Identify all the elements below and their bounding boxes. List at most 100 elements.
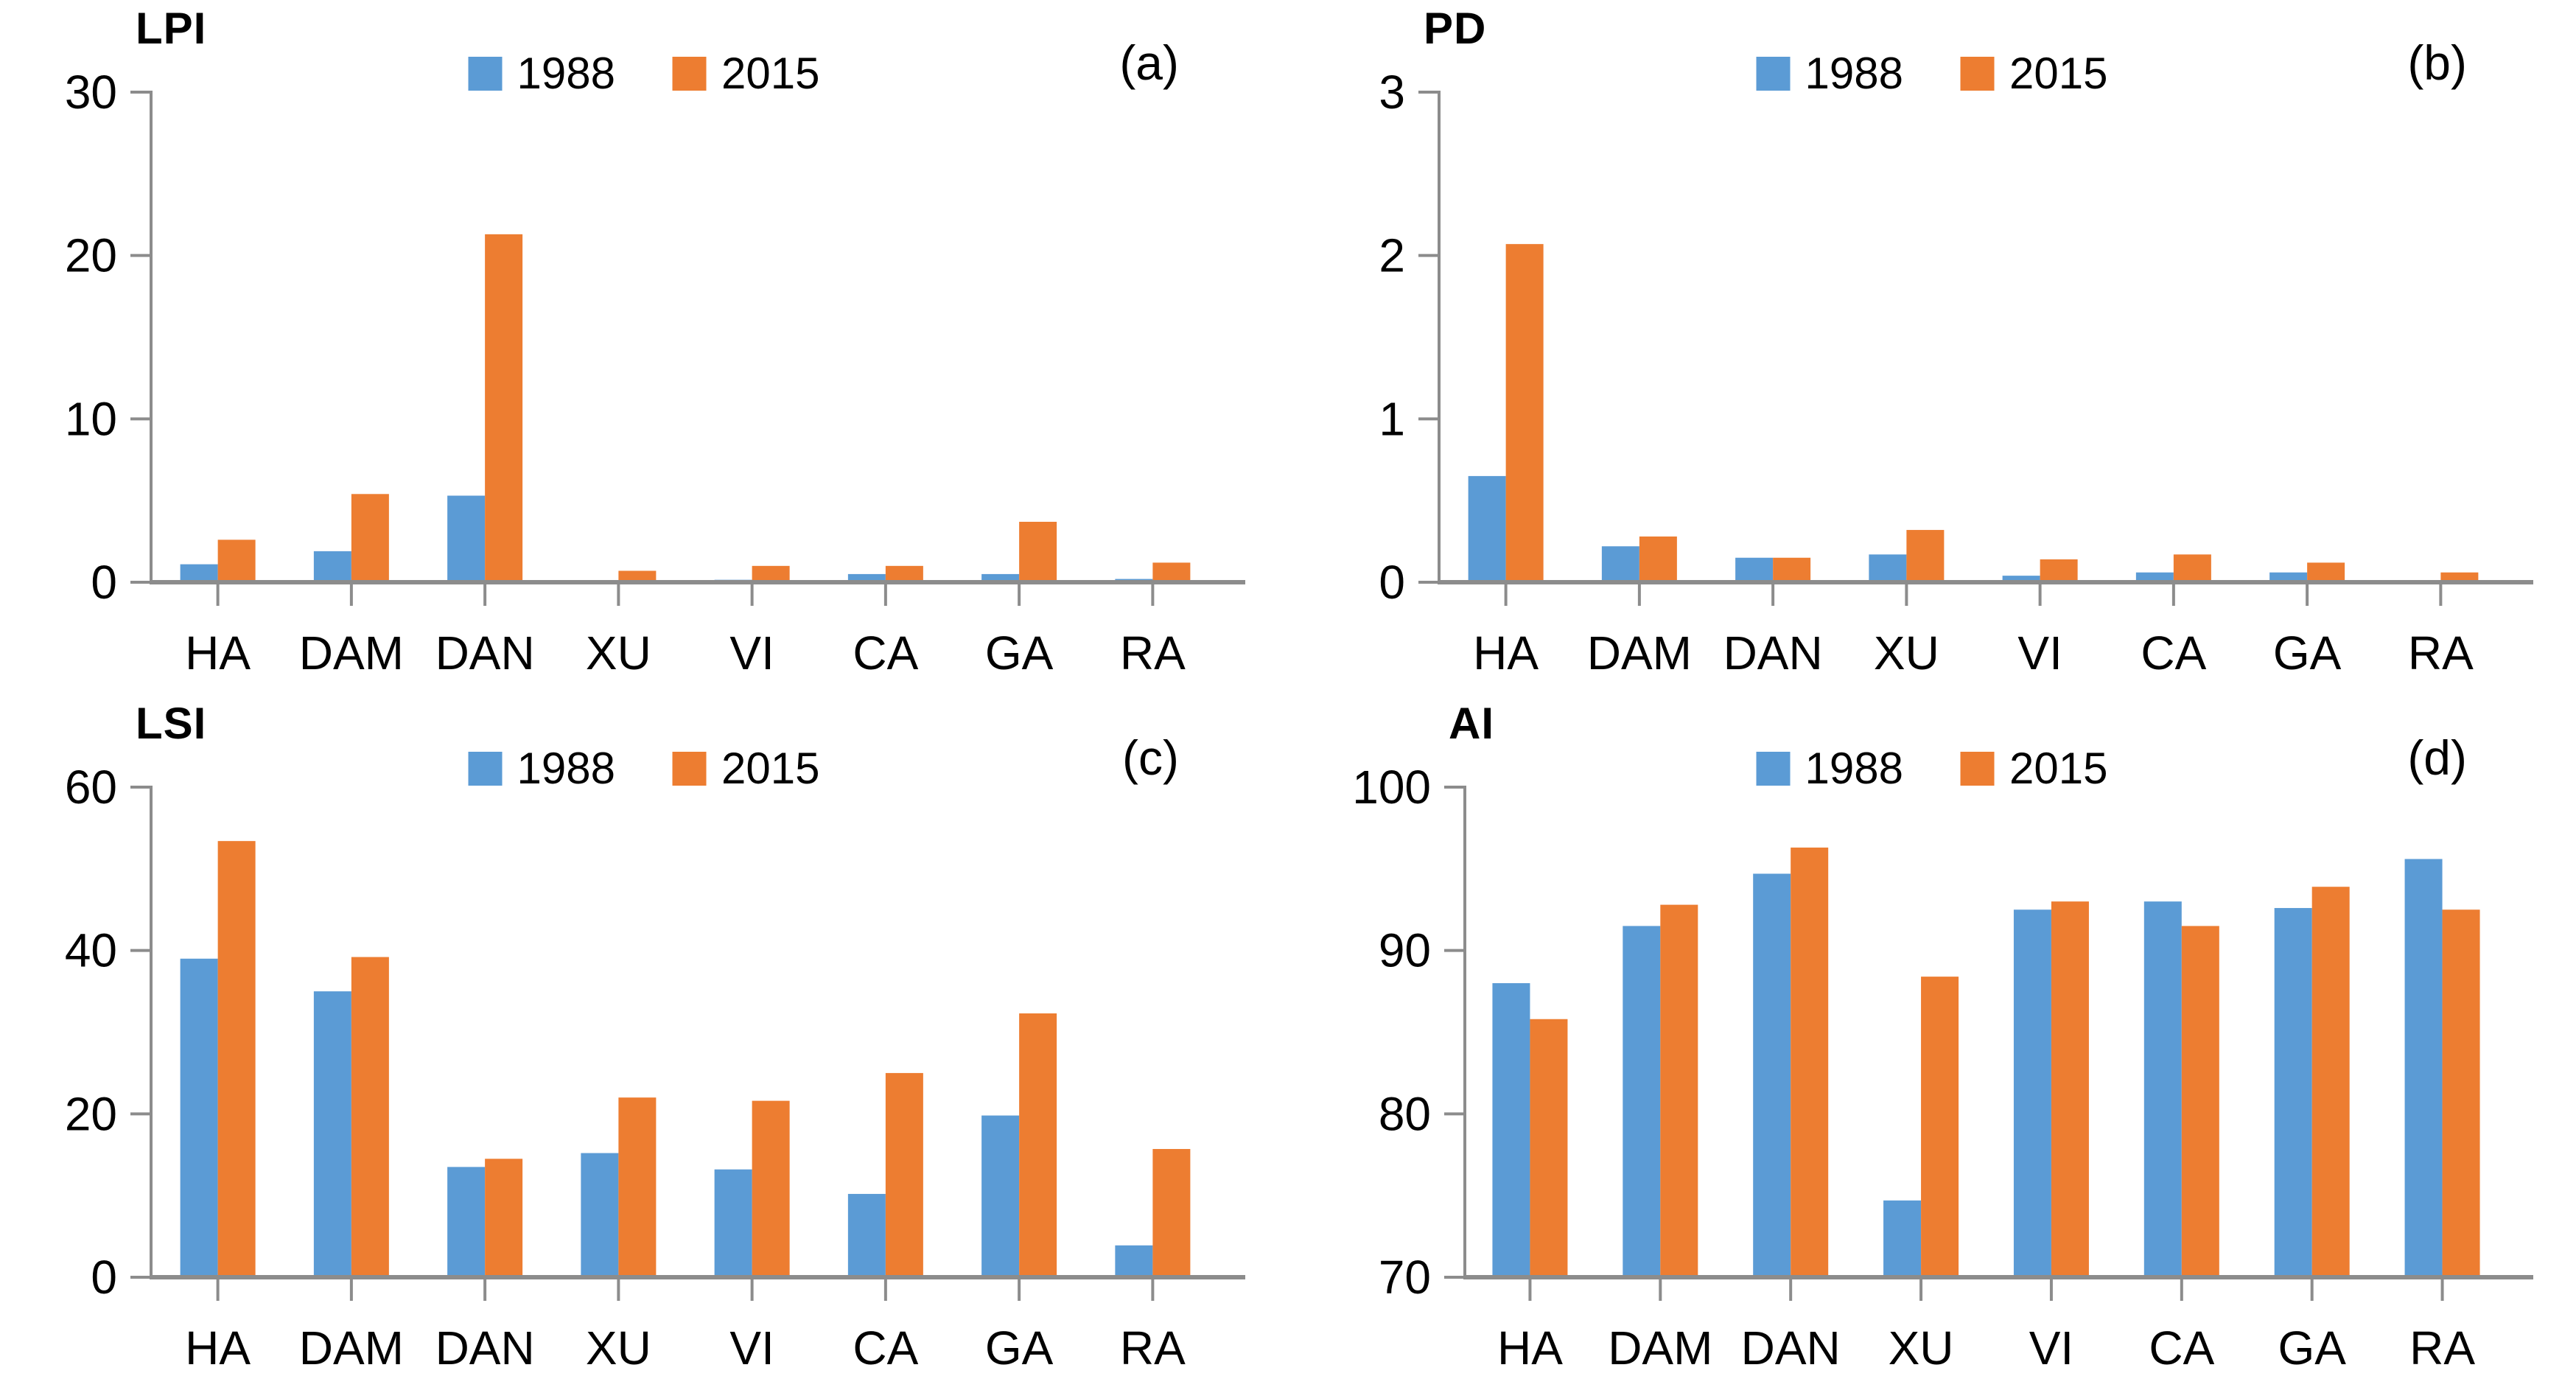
bar-HA-2015	[1530, 1019, 1568, 1277]
bar-VI-1988	[714, 1169, 752, 1277]
legend-label-1988: 1988	[517, 49, 615, 98]
bar-GA-2015	[1019, 1013, 1057, 1277]
bar-GA-1988	[2274, 908, 2312, 1277]
x-category-label-XU: XU	[586, 626, 651, 680]
y-tick-label-40: 40	[65, 924, 117, 977]
x-category-label-HA: HA	[1473, 626, 1539, 680]
legend-item-2015: 2015	[673, 52, 819, 96]
bar-DAN-2015	[1773, 557, 1811, 582]
x-category-label-XU: XU	[586, 1321, 651, 1375]
chart-d-title: AI	[1449, 699, 1494, 748]
y-tick-label-10: 10	[65, 392, 117, 445]
bar-DAM-1988	[313, 551, 351, 582]
bar-XU-2015	[1921, 977, 1959, 1277]
bar-GA-1988	[2269, 572, 2308, 582]
legend-swatch-2015	[673, 57, 707, 91]
bar-XU-1988	[581, 1153, 619, 1277]
bar-VI-2015	[752, 1100, 790, 1277]
legend-swatch-2015	[673, 752, 707, 786]
legend-item-2015: 2015	[1961, 52, 2107, 96]
y-tick-label-80: 80	[1379, 1087, 1431, 1140]
x-category-label-VI: VI	[729, 1321, 774, 1375]
bar-CA-1988	[847, 1193, 886, 1277]
x-category-label-CA: CA	[853, 626, 918, 680]
bar-HA-1988	[1492, 983, 1530, 1277]
bar-CA-1988	[2135, 572, 2174, 582]
bar-GA-2015	[2311, 887, 2350, 1277]
y-tick-label-30: 30	[65, 66, 117, 119]
bar-HA-1988	[1468, 475, 1506, 582]
x-category-label-GA: GA	[985, 626, 1054, 680]
legend-label-2015: 2015	[721, 49, 820, 98]
chart-c-title: LSI	[136, 699, 207, 748]
bar-VI-2015	[752, 565, 790, 582]
bar-DAM-1988	[1623, 926, 1661, 1277]
x-category-label-DAM: DAM	[1608, 1321, 1712, 1375]
y-tick-label-0: 0	[91, 1251, 117, 1304]
x-category-label-DAN: DAN	[435, 626, 535, 680]
bar-CA-1988	[2143, 901, 2182, 1277]
bar-DAN-1988	[1735, 557, 1774, 582]
legend-item-1988: 1988	[1756, 52, 1903, 96]
x-category-label-VI: VI	[729, 626, 774, 680]
y-tick-label-3: 3	[1379, 66, 1405, 119]
x-category-label-RA: RA	[2408, 626, 2474, 680]
bar-DAN-2015	[1791, 848, 1829, 1277]
x-category-label-RA: RA	[2409, 1321, 2475, 1375]
legend-label-2015: 2015	[721, 744, 820, 793]
chart-a-title: LPI	[136, 4, 207, 53]
legend-item-1988: 1988	[468, 744, 615, 793]
x-category-label-XU: XU	[1874, 626, 1939, 680]
x-category-label-DAN: DAN	[1741, 1321, 1841, 1375]
legend-swatch-2015	[1961, 752, 1995, 786]
x-category-label-HA: HA	[185, 1321, 251, 1375]
y-tick-label-1: 1	[1379, 392, 1405, 445]
y-tick-label-0: 0	[1379, 556, 1405, 609]
chart-b-panel-letter: (b)	[2407, 35, 2467, 90]
legend-swatch-1988	[468, 57, 503, 91]
y-tick-label-20: 20	[65, 229, 117, 282]
y-tick-label-20: 20	[65, 1087, 117, 1140]
legend-item-1988: 1988	[1756, 747, 1903, 791]
x-category-label-DAN: DAN	[435, 1321, 535, 1375]
legend-item-2015: 2015	[673, 747, 819, 791]
bar-XU-2015	[1906, 530, 1945, 582]
x-category-label-GA: GA	[985, 1321, 1054, 1375]
x-category-label-GA: GA	[2273, 626, 2342, 680]
chart-c-legend: 1988 2015	[468, 744, 819, 793]
legend-swatch-1988	[1756, 752, 1791, 786]
chart-d-panel-letter: (d)	[2407, 730, 2467, 785]
legend-label-2015: 2015	[2009, 744, 2108, 793]
bar-DAN-1988	[447, 495, 486, 582]
x-category-label-RA: RA	[1120, 626, 1186, 680]
bar-DAM-2015	[1660, 904, 1698, 1277]
chart-panel-d: 70 80 90 100 HA DAM DAN XU VI CA GA RA AI 1988 2015…	[1288, 695, 2576, 1390]
x-category-label-HA: HA	[1497, 1321, 1563, 1375]
x-category-label-GA: GA	[2278, 1321, 2346, 1375]
chart-a-canvas: 0 10 20 30 HA DAM DAN XU VI CA GA RA	[65, 66, 1245, 680]
bar-DAN-2015	[485, 234, 523, 582]
legend-label-1988: 1988	[517, 744, 615, 793]
chart-c-canvas: 0 20 40 60 HA DAM DAN XU VI CA GA RA	[65, 761, 1245, 1375]
bar-GA-2015	[2307, 562, 2345, 582]
bar-DAM-1988	[1601, 546, 1639, 582]
y-tick-label-60: 60	[65, 761, 117, 814]
bar-VI-1988	[2002, 576, 2040, 582]
bar-HA-2015	[217, 841, 256, 1277]
bar-XU-2015	[618, 1097, 657, 1277]
x-category-label-DAN: DAN	[1723, 626, 1823, 680]
bar-RA-2015	[1152, 1148, 1191, 1277]
bar-HA-2015	[217, 539, 256, 582]
y-tick-label-100: 100	[1352, 761, 1431, 814]
bar-GA-1988	[981, 1115, 1020, 1277]
bar-RA-1988	[2404, 859, 2443, 1277]
bar-DAM-2015	[351, 957, 389, 1277]
bar-VI-1988	[2013, 909, 2051, 1277]
bar-HA-2015	[1505, 244, 1544, 582]
chart-c-panel-letter: (c)	[1122, 730, 1179, 785]
y-tick-label-2: 2	[1379, 229, 1405, 282]
chart-d-legend: 1988 2015	[1756, 744, 2108, 793]
x-category-label-VI: VI	[2017, 626, 2062, 680]
bar-RA-2015	[2442, 909, 2480, 1277]
